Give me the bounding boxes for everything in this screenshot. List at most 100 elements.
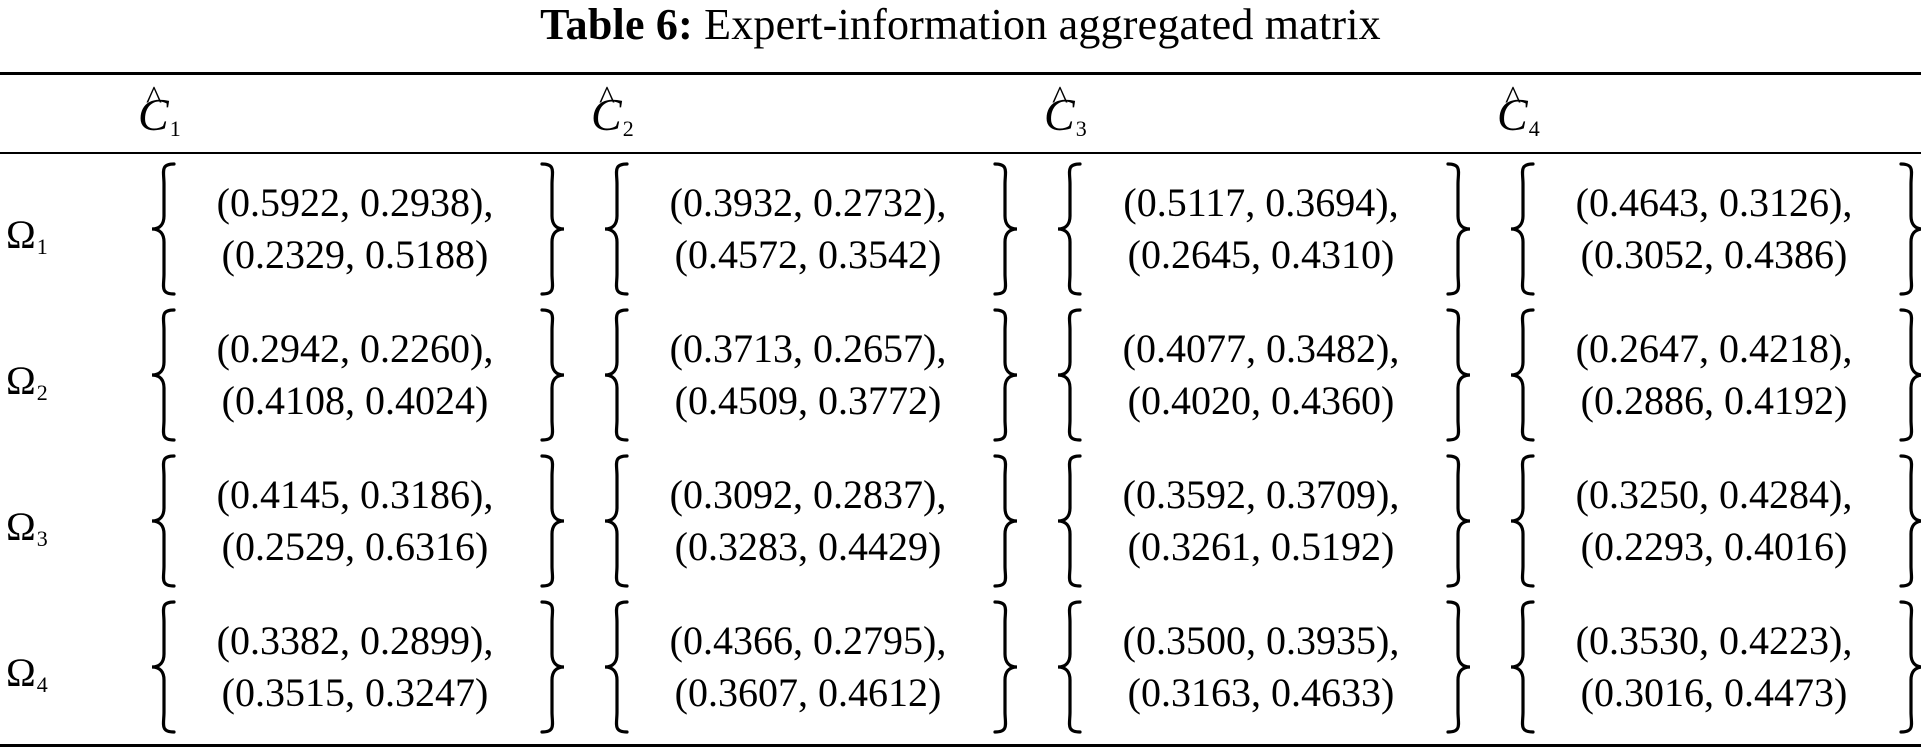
- column-header-symbol: C: [1497, 89, 1528, 140]
- left-brace: [604, 308, 629, 442]
- brace-pair: [1510, 600, 1921, 734]
- cell-line-1: (0.2647, 0.4218),: [1575, 326, 1853, 371]
- right-brace: [540, 162, 565, 296]
- left-brace: [1057, 308, 1082, 442]
- row-header-symbol: Ω: [6, 504, 36, 549]
- matrix-cell-r1-c4: (0.4643, 0.3126), (0.3052, 0.4386): [1507, 160, 1921, 298]
- right-brace: [540, 454, 565, 588]
- column-header-subscript: 1: [169, 116, 181, 141]
- cell-line-2: (0.4509, 0.3772): [674, 378, 942, 423]
- brace-pair: [1510, 454, 1921, 588]
- column-header-c1: ^ C1: [138, 80, 181, 154]
- brace-pair: [1057, 454, 1471, 588]
- brace-pair: [151, 454, 565, 588]
- cell-line-1: (0.4643, 0.3126),: [1575, 180, 1853, 225]
- cell-line-1: (0.5117, 0.3694),: [1123, 180, 1399, 225]
- column-header-symbol: C: [1044, 89, 1075, 140]
- table-top-rule: [0, 72, 1921, 75]
- cell-line-1: (0.3092, 0.2837),: [669, 472, 947, 517]
- left-brace: [1057, 162, 1082, 296]
- brace-pair: [604, 162, 1018, 296]
- column-header-symbol: C: [138, 89, 169, 140]
- cell-line-2: (0.3515, 0.3247): [221, 670, 489, 715]
- right-brace: [1446, 162, 1471, 296]
- cell-line-1: (0.3382, 0.2899),: [216, 618, 494, 663]
- matrix-cell-r4-c2: (0.4366, 0.2795), (0.3607, 0.4612): [601, 598, 1021, 736]
- matrix-cell-r4-c3: (0.3500, 0.3935), (0.3163, 0.4633): [1054, 598, 1474, 736]
- right-brace: [1446, 308, 1471, 442]
- right-brace: [1899, 454, 1921, 588]
- cell-line-1: (0.5922, 0.2938),: [216, 180, 494, 225]
- cell-line-2: (0.4020, 0.4360): [1127, 378, 1395, 423]
- cell-line-2: (0.2529, 0.6316): [221, 524, 489, 569]
- row-header-symbol: Ω: [6, 650, 36, 695]
- right-brace: [1899, 308, 1921, 442]
- matrix-cell-r1-c2: (0.3932, 0.2732), (0.4572, 0.3542): [601, 160, 1021, 298]
- brace-pair: [1057, 162, 1471, 296]
- row-header-subscript: 4: [36, 672, 48, 697]
- right-brace: [540, 600, 565, 734]
- left-brace: [151, 162, 176, 296]
- row-header-omega3: Ω3: [6, 504, 48, 562]
- right-brace: [993, 308, 1018, 442]
- cell-line-2: (0.3607, 0.4612): [674, 670, 942, 715]
- matrix-cell-r2-c1: (0.2942, 0.2260), (0.4108, 0.4024): [148, 306, 568, 444]
- brace-pair: [151, 600, 565, 734]
- hat-accent: ^: [599, 80, 615, 117]
- cell-line-1: (0.3250, 0.4284),: [1575, 472, 1853, 517]
- cell-line-1: (0.3500, 0.3935),: [1122, 618, 1400, 663]
- left-brace: [1510, 162, 1535, 296]
- row-header-symbol: Ω: [6, 358, 36, 403]
- right-brace: [1446, 600, 1471, 734]
- matrix-cell-r4-c1: (0.3382, 0.2899), (0.3515, 0.3247): [148, 598, 568, 736]
- left-brace: [1510, 308, 1535, 442]
- matrix-cell-r1-c1: (0.5922, 0.2938), (0.2329, 0.5188): [148, 160, 568, 298]
- matrix-cell-r2-c3: (0.4077, 0.3482), (0.4020, 0.4360): [1054, 306, 1474, 444]
- matrix-cell-r3-c2: (0.3092, 0.2837), (0.3283, 0.4429): [601, 452, 1021, 590]
- matrix-cell-r3-c4: (0.3250, 0.4284), (0.2293, 0.4016): [1507, 452, 1921, 590]
- cell-line-1: (0.3713, 0.2657),: [669, 326, 947, 371]
- row-header-subscript: 2: [36, 380, 48, 405]
- right-brace: [540, 308, 565, 442]
- column-header-c3: ^ C3: [1044, 80, 1087, 154]
- cell-line-2: (0.2886, 0.4192): [1580, 378, 1848, 423]
- cell-line-2: (0.3261, 0.5192): [1127, 524, 1395, 569]
- table-header-rule: [0, 152, 1921, 154]
- cell-line-1: (0.3932, 0.2732),: [669, 180, 947, 225]
- cell-line-1: (0.3530, 0.4223),: [1575, 618, 1853, 663]
- cell-line-2: (0.2645, 0.4310): [1127, 232, 1395, 277]
- matrix-cell-r4-c4: (0.3530, 0.4223), (0.3016, 0.4473): [1507, 598, 1921, 736]
- cell-line-2: (0.3052, 0.4386): [1580, 232, 1848, 277]
- column-header-subscript: 4: [1528, 116, 1540, 141]
- table-caption-title: Expert-information aggregated matrix: [704, 0, 1381, 49]
- cell-line-1: (0.4077, 0.3482),: [1122, 326, 1400, 371]
- left-brace: [1057, 600, 1082, 734]
- left-brace: [151, 308, 176, 442]
- matrix-cell-r3-c1: (0.4145, 0.3186), (0.2529, 0.6316): [148, 452, 568, 590]
- right-brace: [1899, 600, 1921, 734]
- left-brace: [1057, 454, 1082, 588]
- brace-pair: [1057, 308, 1471, 442]
- cell-line-2: (0.3283, 0.4429): [674, 524, 942, 569]
- brace-pair: [604, 600, 1018, 734]
- row-header-symbol: Ω: [6, 212, 36, 257]
- left-brace: [1510, 454, 1535, 588]
- left-brace: [1510, 600, 1535, 734]
- table-caption: Table 6: Expert-information aggregated m…: [0, 0, 1921, 50]
- cell-line-1: (0.2942, 0.2260),: [216, 326, 494, 371]
- column-header-subscript: 2: [622, 116, 634, 141]
- row-header-omega1: Ω1: [6, 212, 48, 270]
- column-header-subscript: 3: [1075, 116, 1087, 141]
- left-brace: [151, 600, 176, 734]
- cell-line-2: (0.4572, 0.3542): [674, 232, 942, 277]
- row-header-omega2: Ω2: [6, 358, 48, 416]
- cell-line-1: (0.4145, 0.3186),: [216, 472, 494, 517]
- row-header-subscript: 3: [36, 526, 48, 551]
- matrix-cell-r2-c4: (0.2647, 0.4218), (0.2886, 0.4192): [1507, 306, 1921, 444]
- cell-line-1: (0.4366, 0.2795),: [669, 618, 947, 663]
- row-header-subscript: 1: [36, 234, 48, 259]
- left-brace: [604, 600, 629, 734]
- left-brace: [604, 454, 629, 588]
- table-caption-label: Table 6:: [540, 0, 693, 49]
- brace-pair: [604, 454, 1018, 588]
